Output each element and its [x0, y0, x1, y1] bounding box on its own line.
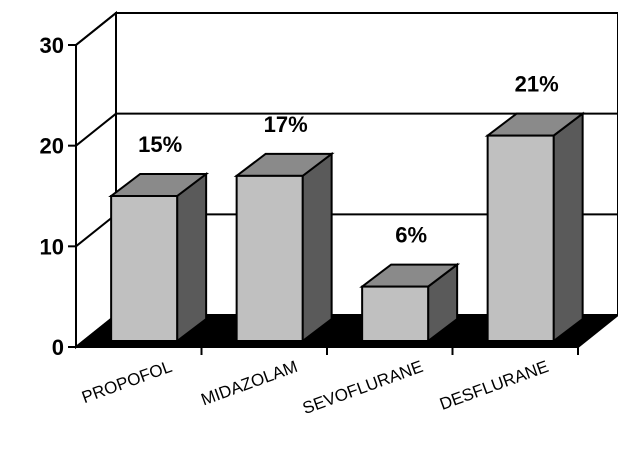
data-label: 17% [264, 112, 308, 137]
bar-front [486, 134, 555, 342]
bar-front [361, 285, 430, 343]
bar [233, 151, 335, 344]
data-label: 6% [395, 223, 427, 248]
gridline [75, 12, 618, 46]
y-tick-labels: 0 10 20 30 [40, 33, 64, 360]
category-label: DESFLURANE [437, 357, 551, 414]
floor-plane [73, 314, 618, 348]
data-labels: 15% 17% 6% 21% [138, 72, 559, 248]
bar-side [301, 151, 333, 344]
bar-front [235, 174, 304, 342]
side-wall [75, 10, 117, 350]
y-tick-label: 30 [40, 33, 64, 58]
y-tick-label: 10 [40, 234, 64, 259]
category-label: MIDAZOLAM [199, 357, 300, 409]
data-label: 15% [138, 132, 182, 157]
bar [359, 262, 461, 344]
bar-front [110, 195, 179, 342]
bar-side [552, 111, 584, 344]
data-label: 21% [515, 72, 559, 97]
y-axis [68, 44, 579, 355]
gridline [75, 112, 618, 147]
bar [484, 111, 586, 344]
chart-floor [73, 314, 618, 348]
y-tick-label: 0 [52, 335, 64, 360]
y-tick-label: 20 [40, 134, 64, 159]
category-labels: PROPOFOL MIDAZOLAM SEVOFLURANE DESFLURANE [79, 357, 551, 418]
category-label: SEVOFLURANE [300, 357, 425, 418]
bar-side [176, 171, 208, 344]
bar [108, 171, 210, 344]
category-label: PROPOFOL [79, 357, 174, 407]
bars [108, 111, 586, 344]
